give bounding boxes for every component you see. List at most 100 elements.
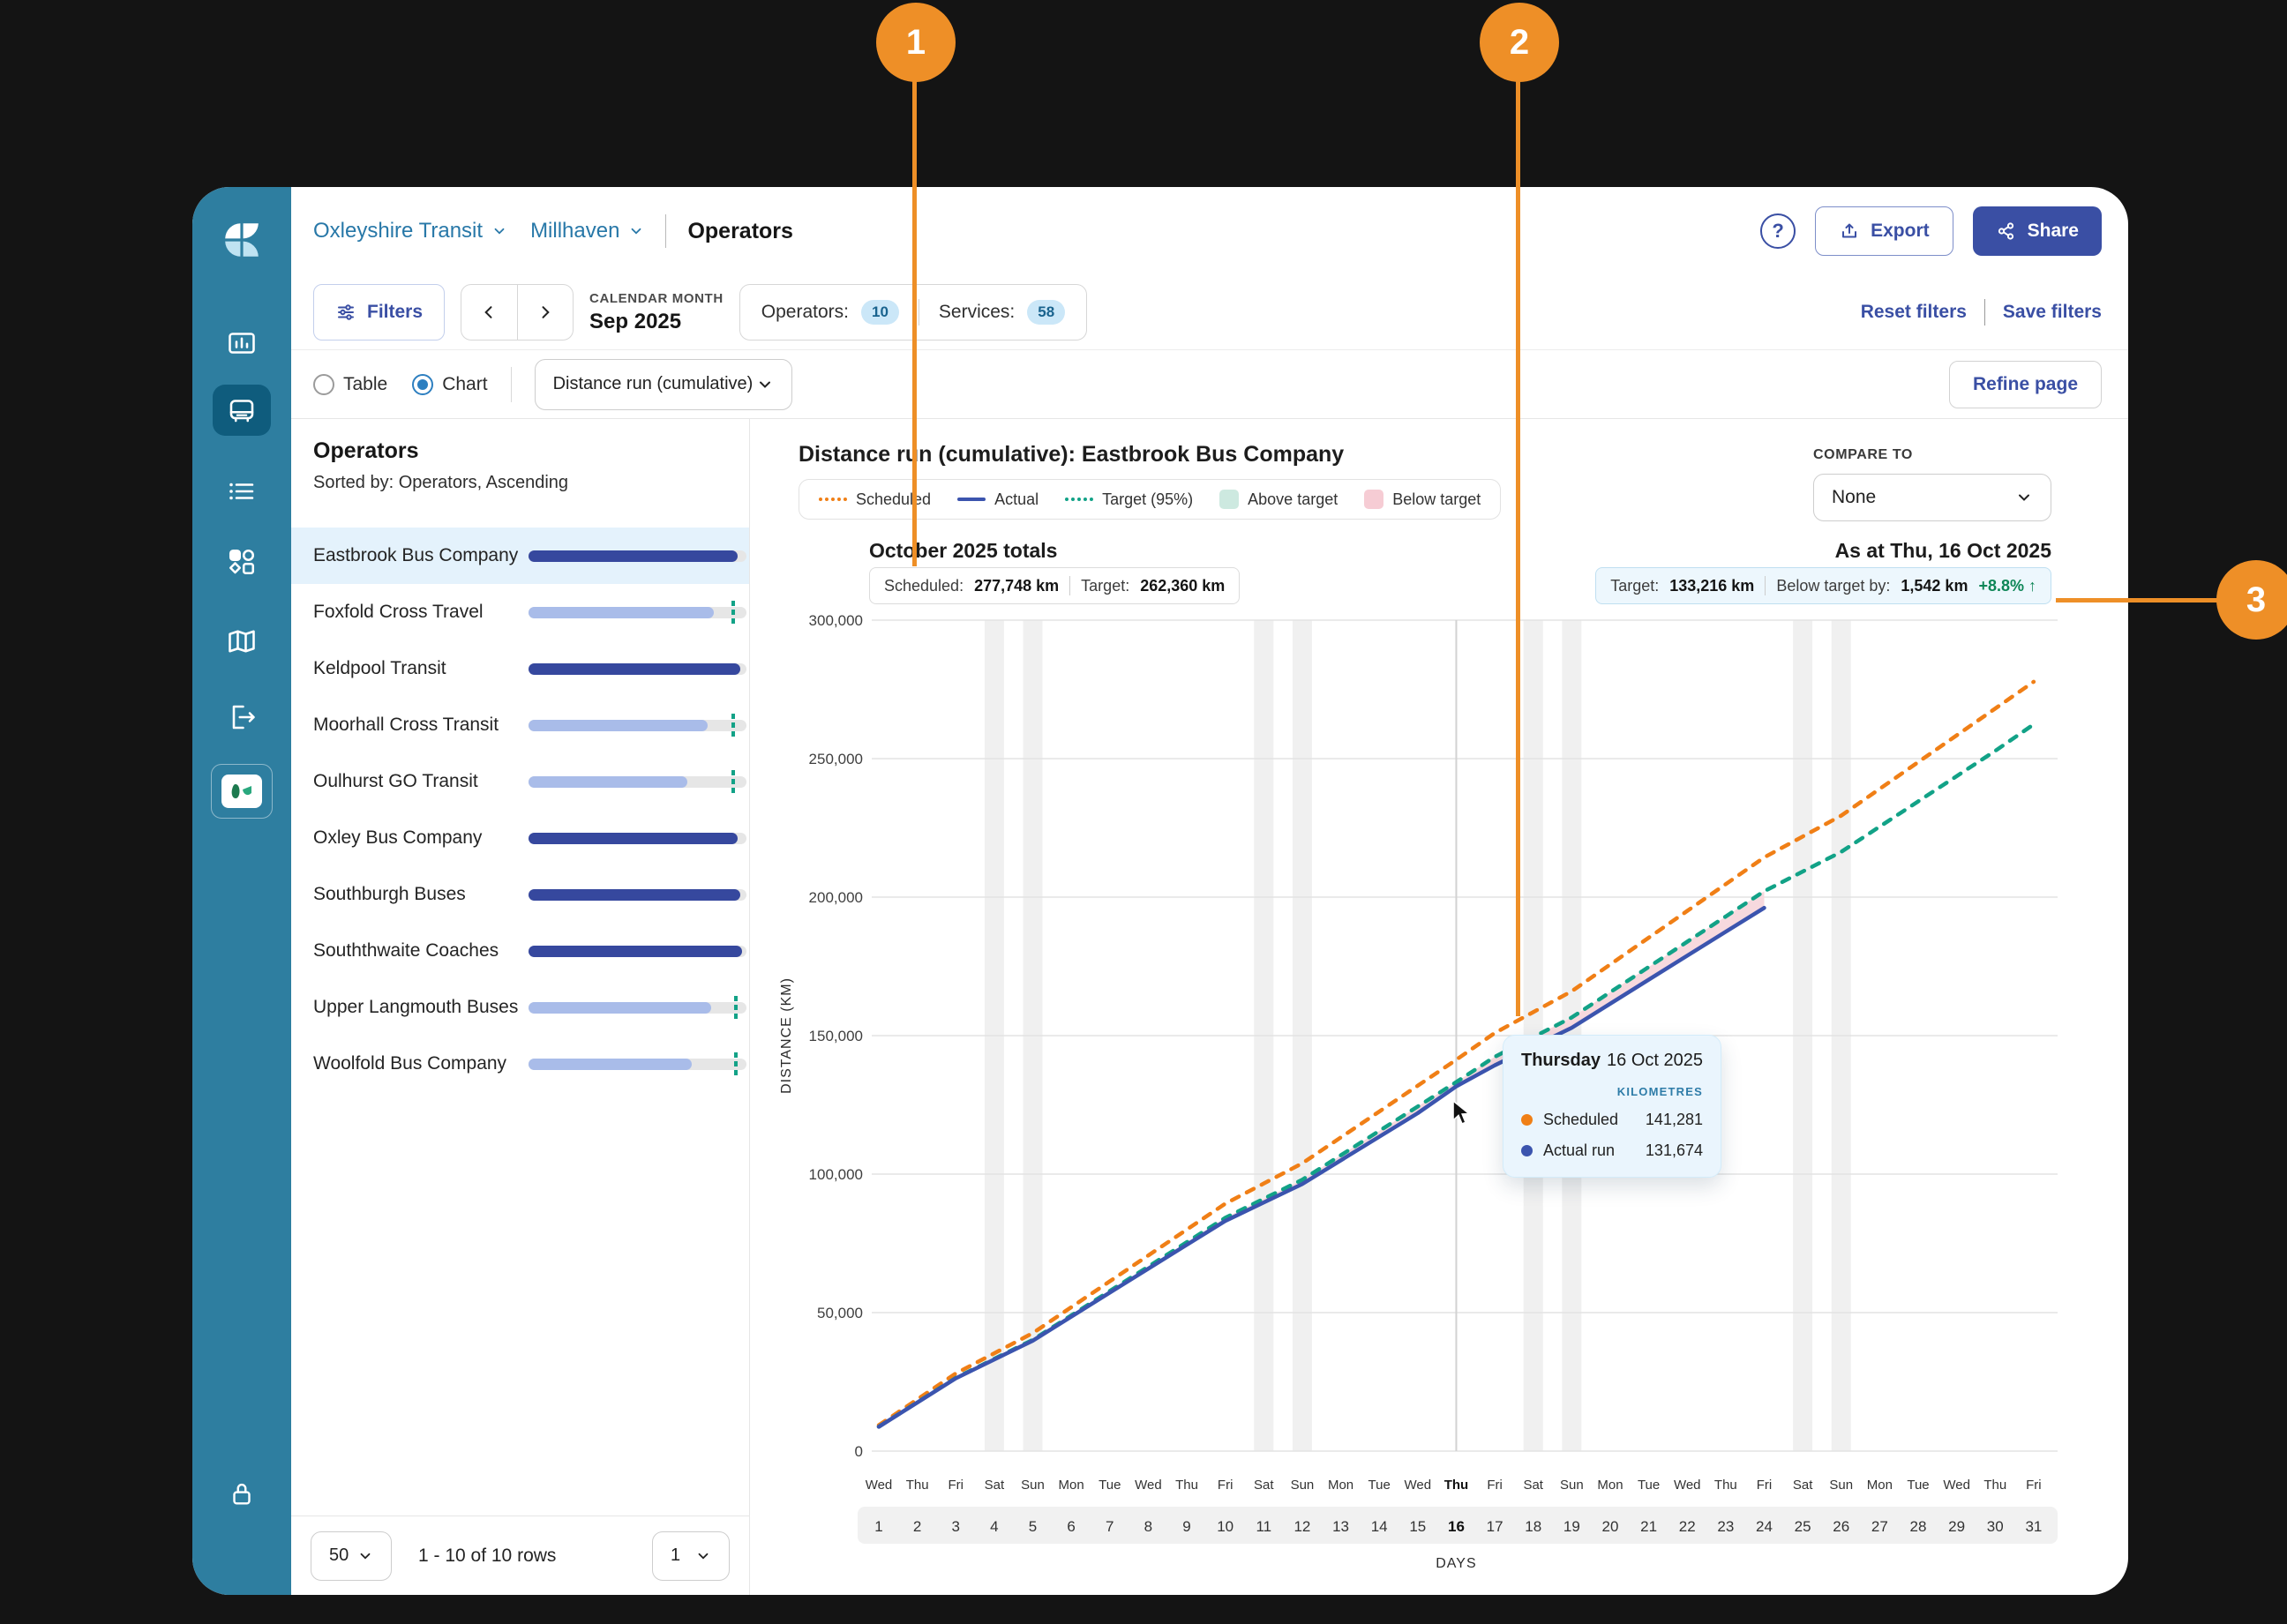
series-dot-icon	[1521, 1145, 1533, 1156]
x-axis-day-number: 12	[1293, 1518, 1310, 1535]
legend-dotted-line-icon	[819, 498, 847, 501]
x-axis-dow-label: Sat	[1523, 1478, 1543, 1493]
calendar-month-label: CALENDAR MONTH	[589, 290, 724, 306]
operator-row[interactable]: Woolfold Bus Company	[291, 1036, 749, 1092]
metric-select[interactable]: Distance run (cumulative)	[534, 358, 792, 410]
table-radio[interactable]: Table	[313, 373, 387, 395]
x-axis-dow-label: Thu	[1175, 1478, 1198, 1493]
export-button[interactable]: Export	[1815, 206, 1953, 256]
logout-icon	[213, 692, 271, 743]
filters-button[interactable]: Filters	[313, 284, 446, 341]
cumulative-distance-chart[interactable]: 0 50,000 100,000 150,000 200,000 250,000 300,0…	[750, 419, 2128, 1586]
page-number-select[interactable]: 1	[652, 1530, 730, 1581]
tooltip-unit-label: KILOMETRES	[1616, 1085, 1703, 1098]
chart-radio[interactable]: Chart	[412, 373, 488, 395]
operator-row[interactable]: Eastbrook Bus Company	[291, 528, 749, 584]
totals-scheduled-value: 277,748 km	[974, 576, 1060, 595]
operator-progress-bar	[529, 995, 746, 1020]
share-button[interactable]: Share	[1972, 206, 2102, 256]
logo-icon	[225, 223, 259, 257]
radio-selected-icon	[412, 373, 434, 395]
compare-to-select[interactable]: None	[1813, 474, 2051, 521]
app-logo	[192, 219, 291, 261]
operator-progress-fill	[529, 945, 743, 957]
y-axis-tick-label: 50,000	[817, 1305, 863, 1321]
sidebar-item-services[interactable]	[192, 466, 291, 517]
x-axis-dow-label: Wed	[1674, 1478, 1701, 1493]
legend-solid-line-icon	[957, 498, 986, 501]
operator-row[interactable]: Moorhall Cross Transit	[291, 697, 749, 753]
previous-month-button[interactable]	[461, 285, 518, 340]
chart-title: Distance run (cumulative): Eastbrook Bus…	[799, 442, 1345, 467]
chevron-down-icon	[2019, 494, 2029, 501]
app-window: Oxleyshire Transit Millhaven Operators ?…	[192, 187, 2128, 1595]
x-axis-day-number: 21	[1640, 1518, 1657, 1535]
operator-row[interactable]: Upper Langmouth Buses	[291, 979, 749, 1036]
save-filters-link[interactable]: Save filters	[2002, 302, 2102, 322]
x-axis-dow-label: Tue	[1907, 1478, 1929, 1493]
lock-icon	[213, 1468, 271, 1519]
operators-count-badge: 10	[860, 300, 899, 325]
operator-row[interactable]: Souththwaite Coaches	[291, 923, 749, 979]
filter-bar: Filters CALENDAR MONTH Sep 2025 Operator…	[291, 275, 2128, 349]
tooltip-series-row: Actual run 131,674	[1521, 1141, 1703, 1160]
legend-item: Above target	[1219, 490, 1338, 509]
asat-target-label: Target:	[1610, 576, 1660, 595]
asat-delta-value: +8.8% ↑	[1978, 576, 2036, 595]
x-axis-dow-label: Fri	[1757, 1478, 1773, 1493]
x-axis-day-number: 3	[952, 1518, 960, 1535]
x-axis-day-number: 9	[1182, 1518, 1190, 1535]
map-icon	[213, 616, 271, 667]
operator-progress-bar	[529, 1051, 746, 1076]
operator-name: Souththwaite Coaches	[313, 940, 499, 961]
page-number-value: 1	[671, 1545, 681, 1565]
asat-target-value: 133,216 km	[1669, 576, 1755, 595]
list-icon	[213, 466, 271, 517]
breadcrumb-organisation[interactable]: Oxleyshire Transit	[313, 219, 507, 243]
totals-target-value: 262,360 km	[1140, 576, 1226, 595]
operator-name: Moorhall Cross Transit	[313, 715, 499, 735]
x-axis-day-number: 10	[1217, 1518, 1233, 1535]
sidebar-item-apps[interactable]	[192, 536, 291, 587]
sidebar-item-map[interactable]	[192, 616, 291, 667]
chip-divider	[1069, 576, 1071, 595]
sidebar-item-dashboard[interactable]	[192, 318, 291, 369]
operator-row[interactable]: Oulhurst GO Transit	[291, 753, 749, 810]
sidebar-item-operators[interactable]	[192, 385, 291, 436]
help-button[interactable]: ?	[1760, 213, 1796, 249]
operator-name: Upper Langmouth Buses	[313, 997, 519, 1017]
x-axis-day-number: 6	[1067, 1518, 1075, 1535]
x-axis-day-number: 2	[913, 1518, 921, 1535]
x-axis-dow-label: Fri	[2026, 1478, 2042, 1493]
operator-name: Eastbrook Bus Company	[313, 545, 519, 565]
target-marker	[731, 713, 736, 737]
operator-row[interactable]: Southburgh Buses	[291, 866, 749, 923]
operator-progress-fill	[529, 832, 739, 844]
x-axis-day-number: 24	[1756, 1518, 1773, 1535]
x-axis-day-number: 15	[1409, 1518, 1426, 1535]
sidebar-item-lock[interactable]	[192, 1468, 291, 1519]
operator-row[interactable]: Oxley Bus Company	[291, 810, 749, 866]
breadcrumb-region[interactable]: Millhaven	[530, 219, 644, 243]
x-axis-dow-label: Tue	[1368, 1478, 1391, 1493]
operator-name: Southburgh Buses	[313, 884, 466, 904]
reset-filters-link[interactable]: Reset filters	[1860, 302, 1967, 322]
operator-progress-fill	[529, 775, 688, 788]
divider	[291, 349, 2128, 350]
chevron-down-icon	[632, 228, 641, 235]
operator-row[interactable]: Keldpool Transit	[291, 640, 749, 697]
page-size-select[interactable]: 50	[311, 1530, 392, 1581]
chart-radio-label: Chart	[442, 373, 488, 394]
sidebar-item-logout[interactable]	[192, 692, 291, 743]
bar-chart-icon	[213, 318, 271, 369]
x-axis-day-number: 27	[1871, 1518, 1888, 1535]
bus-icon	[213, 385, 271, 436]
next-month-button[interactable]	[518, 285, 574, 340]
callout-3-line	[2056, 598, 2223, 602]
y-axis-tick-label: 300,000	[809, 612, 863, 629]
operator-progress-fill	[529, 719, 708, 731]
operator-row[interactable]: Foxfold Cross Travel	[291, 584, 749, 640]
chevron-down-icon	[494, 228, 505, 235]
refine-page-button[interactable]: Refine page	[1948, 360, 2102, 408]
sidebar-item-partner[interactable]	[192, 764, 291, 819]
